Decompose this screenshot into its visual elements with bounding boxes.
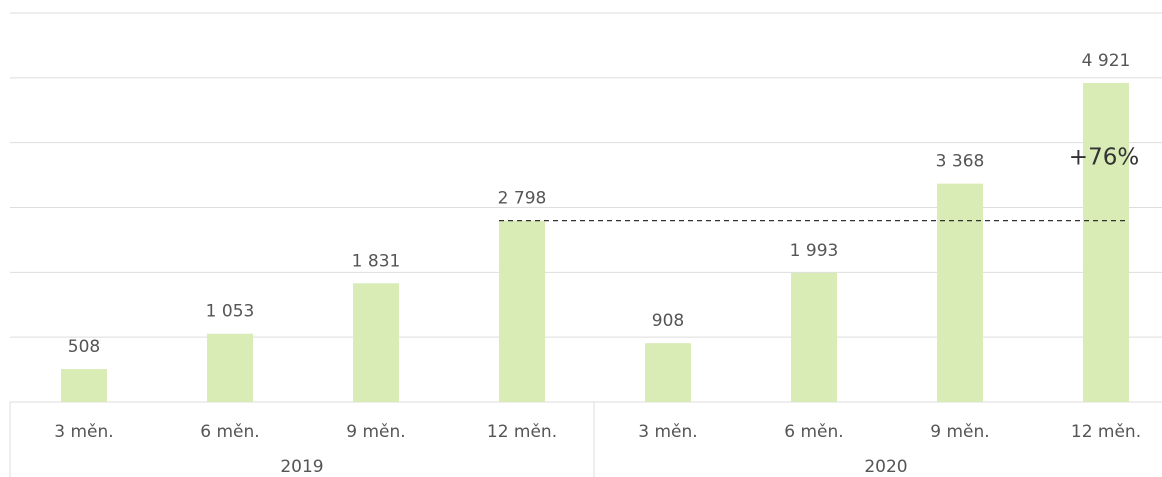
bar (207, 333, 253, 402)
bar (645, 343, 691, 402)
x-tick-label: 12 měn. (1071, 422, 1141, 442)
group-label: 2019 (280, 457, 323, 477)
annotation: +76% (1069, 145, 1139, 171)
x-tick-label: 6 měn. (200, 422, 259, 442)
value-label: 2 798 (498, 189, 547, 209)
bar (791, 272, 837, 402)
x-tick-label: 6 měn. (784, 422, 843, 442)
x-tick-label: 3 měn. (638, 422, 697, 442)
bar (937, 183, 983, 402)
value-label: 1 831 (352, 251, 401, 271)
x-tick-label: 9 měn. (930, 422, 989, 442)
value-label: 3 368 (936, 152, 985, 172)
x-tick-label: 12 měn. (487, 422, 557, 442)
value-label: 908 (652, 311, 684, 331)
x-tick-label: 9 měn. (346, 422, 405, 442)
bar (353, 283, 399, 402)
value-label: 508 (68, 337, 100, 357)
bar (61, 369, 107, 402)
value-label: 4 921 (1082, 51, 1131, 71)
x-tick-label: 3 měn. (54, 422, 113, 442)
bar (499, 220, 545, 402)
bar (1083, 82, 1129, 402)
group-label: 2020 (864, 457, 907, 477)
value-label: 1 053 (206, 302, 255, 322)
value-label: 1 993 (790, 241, 839, 261)
